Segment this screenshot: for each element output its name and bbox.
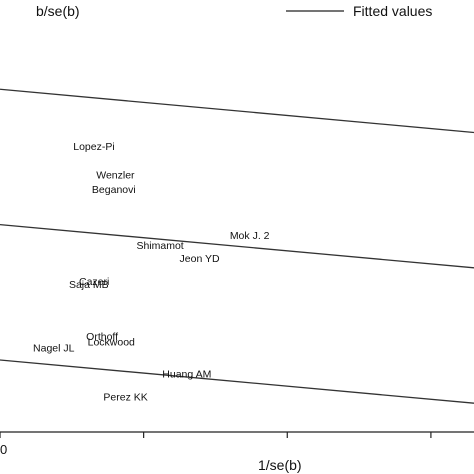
study-label: Huang AM xyxy=(162,368,211,380)
study-label: Orthoff xyxy=(86,331,118,343)
study-label: Mok J. 2 xyxy=(230,230,270,242)
study-label: Saja MB xyxy=(69,279,109,291)
study-label: Nagel JL xyxy=(33,342,75,354)
study-label: Wenzler xyxy=(96,170,135,182)
x-axis-ticks: 0 xyxy=(0,432,432,457)
study-label: Lockwood xyxy=(88,337,135,349)
study-label: Beganovi xyxy=(92,184,136,196)
fitted-line-1 xyxy=(0,88,474,134)
study-label: Shimamot xyxy=(136,240,183,252)
fitted-line-3 xyxy=(0,359,474,404)
study-labels: Lopez-Pi Wenzler Beganovi Mok J. 2 ShimamotJ… xyxy=(33,141,270,404)
x-tick-label: 0 xyxy=(0,442,7,457)
fitted-lines xyxy=(0,88,474,404)
legend-entry-fitted-values: Fitted values xyxy=(353,3,432,19)
study-label: Jeon YD xyxy=(180,253,220,265)
study-label: Perez KK xyxy=(103,391,147,403)
study-label: Cazeri xyxy=(79,276,109,288)
fitted-line-2 xyxy=(0,223,474,269)
study-label: Lopez-Pi xyxy=(73,141,114,153)
y-axis-label: b/se(b) xyxy=(36,3,80,19)
x-axis-label: 1/se(b) xyxy=(258,457,302,473)
